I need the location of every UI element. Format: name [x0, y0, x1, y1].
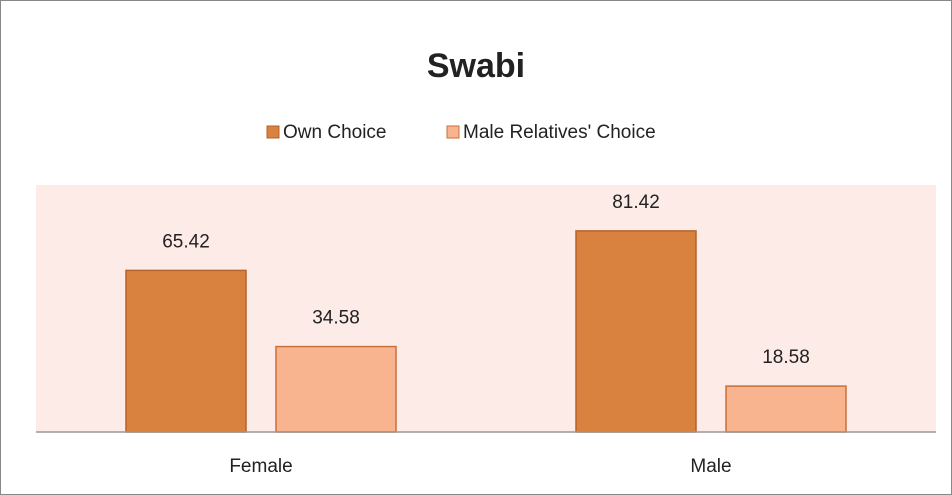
data-label: 34.58 — [312, 308, 360, 329]
legend-label: Male Relatives' Choice — [463, 122, 656, 143]
bar — [725, 385, 847, 433]
x-tick-label: Female — [229, 456, 292, 477]
bar — [575, 230, 697, 433]
legend-label: Own Choice — [283, 122, 387, 143]
legend-swatch — [446, 125, 460, 139]
data-label: 81.42 — [612, 192, 660, 213]
x-tick-label: Male — [690, 456, 731, 477]
bar — [125, 269, 247, 433]
data-label: 65.42 — [162, 231, 210, 252]
chart-title: Swabi — [427, 47, 525, 85]
legend-swatch — [266, 125, 280, 139]
bar — [275, 345, 397, 433]
data-label: 18.58 — [762, 347, 810, 368]
